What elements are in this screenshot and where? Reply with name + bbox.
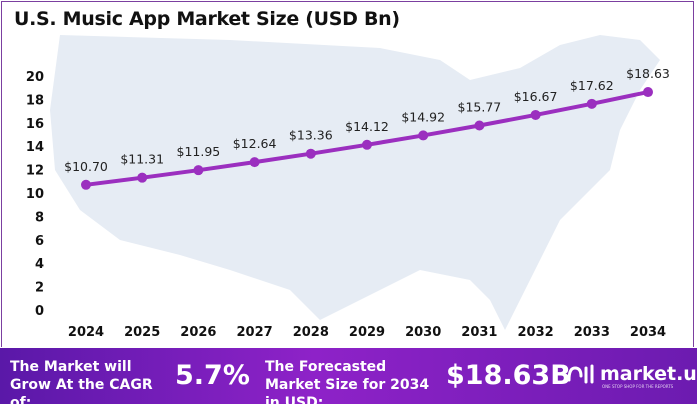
x-tick-label: 2030	[405, 325, 441, 340]
y-tick-label: 8	[35, 210, 44, 225]
data-label: $11.31	[120, 152, 164, 167]
x-tick-label: 2031	[461, 325, 497, 340]
data-label: $12.64	[233, 136, 277, 151]
chart-title: U.S. Music App Market Size (USD Bn)	[14, 8, 400, 30]
brand-logo: market.us ONE STOP SHOP FOR THE REPORTS	[566, 362, 697, 389]
data-label: $18.63	[626, 66, 670, 81]
data-point	[362, 139, 372, 150]
x-tick-label: 2033	[574, 325, 610, 340]
y-tick-label: 12	[26, 164, 44, 179]
data-label: $11.95	[177, 144, 221, 159]
y-tick-label: 2	[35, 281, 44, 296]
chart-frame	[1, 1, 694, 347]
x-tick-label: 2028	[293, 325, 329, 340]
brand-tagline: ONE STOP SHOP FOR THE REPORTS	[602, 384, 674, 389]
y-tick-label: 16	[26, 117, 44, 132]
y-tick-label: 0	[35, 304, 44, 319]
data-point	[81, 179, 91, 190]
data-point	[586, 98, 597, 109]
data-point	[137, 172, 148, 183]
data-point	[530, 109, 541, 120]
x-tick-label: 2032	[518, 325, 554, 340]
us-map-background	[50, 35, 660, 330]
data-label: $15.77	[458, 99, 502, 114]
x-tick-label: 2025	[124, 325, 160, 340]
data-point	[193, 165, 204, 176]
data-label: $16.67	[514, 89, 558, 104]
data-label: $10.70	[64, 159, 108, 174]
data-point	[643, 87, 653, 98]
x-tick-label: 2027	[237, 325, 273, 340]
y-tick-label: 20	[26, 70, 44, 85]
x-tick-label: 2026	[180, 325, 216, 340]
data-point	[418, 130, 429, 141]
data-label: $13.36	[289, 128, 333, 143]
y-tick-label: 10	[26, 187, 44, 202]
footer-banner: The Market will Grow At the CAGR of: 5.7…	[0, 348, 697, 411]
y-tick-label: 14	[26, 140, 44, 155]
x-tick-label: 2034	[630, 325, 666, 340]
data-point	[249, 157, 260, 168]
cagr-value: 5.7%	[175, 360, 250, 391]
y-tick-label: 6	[35, 234, 44, 249]
data-label: $14.92	[401, 109, 445, 124]
y-tick-label: 4	[35, 257, 44, 272]
market-us-logo-icon	[567, 364, 594, 384]
forecast-value: $18.63B	[446, 360, 571, 391]
data-label: $14.12	[345, 119, 389, 134]
y-tick-label: 18	[26, 93, 44, 108]
data-point	[305, 148, 316, 159]
brand-name: market.us	[600, 363, 697, 385]
data-label: $17.62	[570, 78, 614, 93]
data-point	[474, 120, 485, 131]
x-tick-label: 2024	[68, 325, 104, 340]
x-tick-label: 2029	[349, 325, 385, 340]
line-chart: 0 2 4 6 8 10 12 14 16 18 20 2024 2025 2026 2027 2028 202…	[26, 35, 670, 340]
